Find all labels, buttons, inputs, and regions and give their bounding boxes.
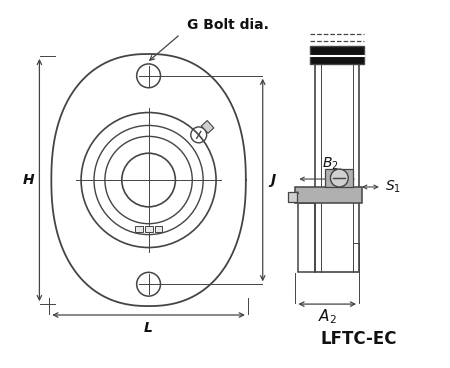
Text: $S_1$: $S_1$: [385, 179, 401, 195]
Text: H: H: [22, 173, 34, 187]
Bar: [144, 226, 153, 231]
Polygon shape: [201, 121, 214, 133]
Bar: [310, 46, 364, 64]
Text: L: L: [144, 321, 153, 335]
Bar: [298, 203, 315, 272]
Bar: [154, 226, 162, 231]
Text: $A_2$: $A_2$: [318, 308, 337, 326]
Bar: [296, 187, 362, 203]
Bar: [325, 169, 353, 187]
Text: J: J: [270, 173, 275, 187]
Bar: [135, 226, 143, 231]
Bar: [315, 64, 359, 272]
Circle shape: [330, 169, 348, 187]
Text: $B_2$: $B_2$: [322, 156, 338, 172]
Text: LFTC-EC: LFTC-EC: [321, 330, 397, 348]
Text: G Bolt dia.: G Bolt dia.: [187, 18, 269, 32]
Bar: [288, 192, 297, 202]
